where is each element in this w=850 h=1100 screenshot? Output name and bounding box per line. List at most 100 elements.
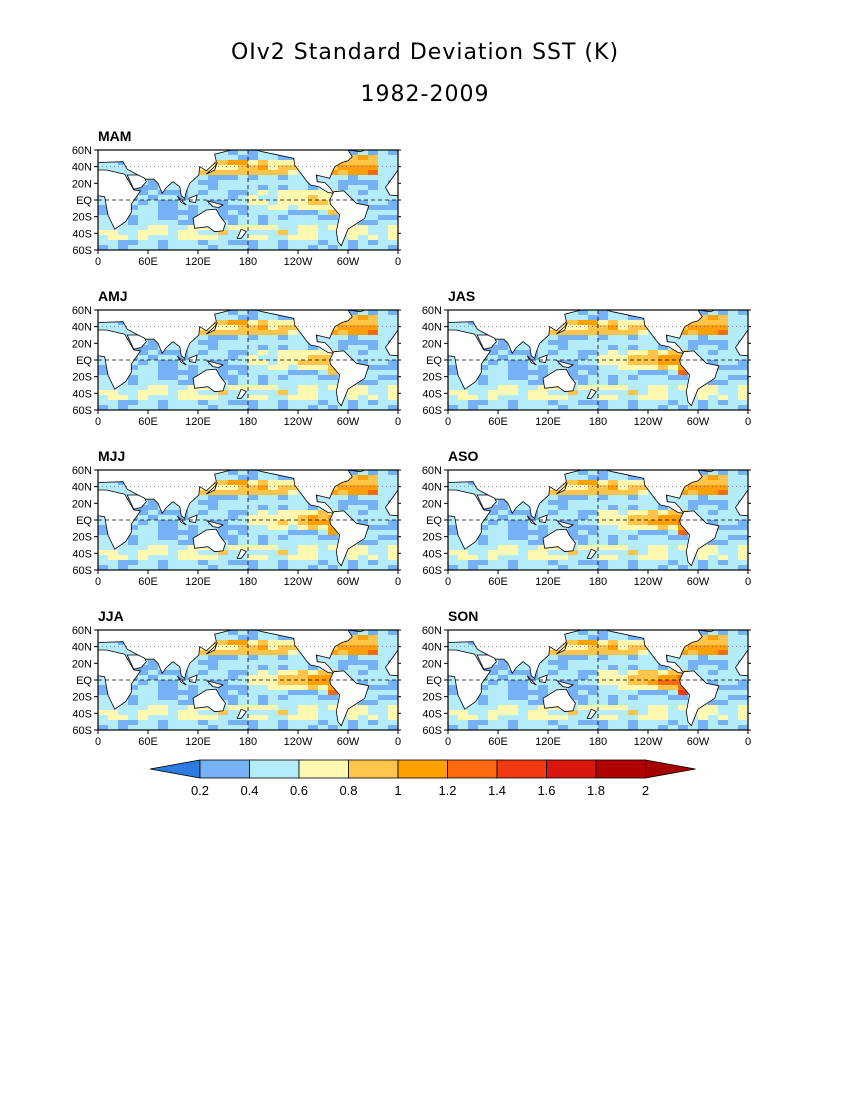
field-cell bbox=[728, 725, 739, 731]
field-cell bbox=[728, 505, 739, 511]
field-cell bbox=[358, 185, 369, 191]
field-cell bbox=[208, 525, 219, 531]
field-cell bbox=[138, 400, 149, 406]
field-cell bbox=[388, 540, 399, 546]
lat-tick-label: 60S bbox=[72, 725, 92, 737]
field-cell bbox=[208, 170, 219, 176]
field-cell bbox=[168, 720, 179, 726]
field-cell bbox=[448, 700, 459, 706]
field-cell bbox=[638, 660, 649, 666]
field-cell bbox=[198, 240, 209, 246]
lon-tick-label: 120W bbox=[284, 416, 313, 428]
field-cell bbox=[218, 720, 229, 726]
field-cell bbox=[118, 385, 129, 391]
field-cell bbox=[148, 525, 159, 531]
field-cell bbox=[468, 720, 479, 726]
field-cell bbox=[358, 155, 369, 161]
field-cell bbox=[378, 535, 389, 541]
field-cell bbox=[388, 240, 399, 246]
field-cell bbox=[368, 170, 379, 176]
landmass bbox=[97, 649, 142, 710]
field-cell bbox=[128, 540, 139, 546]
field-cell bbox=[298, 370, 309, 376]
field-cell bbox=[518, 700, 529, 706]
field-cell bbox=[278, 650, 289, 656]
field-cell bbox=[528, 405, 539, 411]
field-cell bbox=[698, 330, 709, 336]
field-cell bbox=[708, 515, 719, 521]
field-cell bbox=[528, 515, 539, 521]
field-cell bbox=[228, 675, 239, 681]
field-cell bbox=[208, 390, 219, 396]
field-cell bbox=[248, 630, 259, 636]
field-cell bbox=[378, 235, 389, 241]
field-cell bbox=[518, 390, 529, 396]
lon-tick-label: 0 bbox=[445, 416, 451, 428]
field-cell bbox=[288, 345, 299, 351]
field-cell bbox=[588, 555, 599, 561]
field-cell bbox=[528, 695, 539, 701]
field-cell bbox=[638, 540, 649, 546]
field-cell bbox=[308, 350, 319, 356]
field-cell bbox=[168, 500, 179, 506]
field-cell bbox=[268, 395, 279, 401]
field-cell bbox=[218, 565, 229, 571]
field-cell bbox=[248, 490, 259, 496]
field-cell bbox=[248, 505, 259, 511]
field-cell bbox=[718, 690, 729, 696]
field-cell bbox=[168, 520, 179, 526]
field-cell bbox=[228, 200, 239, 206]
field-cell bbox=[348, 710, 359, 716]
field-cell bbox=[358, 490, 369, 496]
field-cell bbox=[608, 720, 619, 726]
field-cell bbox=[318, 240, 329, 246]
field-cell bbox=[688, 650, 699, 656]
field-cell bbox=[148, 540, 159, 546]
field-cell bbox=[218, 215, 229, 221]
field-cell bbox=[288, 695, 299, 701]
field-cell bbox=[588, 485, 599, 491]
field-cell bbox=[308, 725, 319, 731]
field-cell bbox=[308, 210, 319, 216]
field-cell bbox=[268, 175, 279, 181]
landmass bbox=[586, 388, 597, 399]
field-cell bbox=[488, 365, 499, 371]
field-cell bbox=[198, 350, 209, 356]
field-cell bbox=[488, 395, 499, 401]
field-cell bbox=[338, 320, 349, 326]
field-cell bbox=[638, 695, 649, 701]
field-cell bbox=[288, 495, 299, 501]
field-cell bbox=[238, 560, 249, 566]
field-cell bbox=[578, 695, 589, 701]
field-cell bbox=[658, 725, 669, 731]
field-cell bbox=[248, 480, 259, 486]
field-cell bbox=[638, 330, 649, 336]
field-cell bbox=[668, 675, 679, 681]
field-cell bbox=[558, 650, 569, 656]
field-cell bbox=[228, 705, 239, 711]
field-cell bbox=[588, 470, 599, 476]
field-cell bbox=[178, 380, 189, 386]
field-cell bbox=[448, 680, 459, 686]
field-cell bbox=[548, 665, 559, 671]
field-cell bbox=[628, 565, 639, 571]
field-cell bbox=[348, 310, 359, 316]
field-cell bbox=[708, 660, 719, 666]
landmass bbox=[236, 388, 247, 399]
field-cell bbox=[588, 525, 599, 531]
field-cell bbox=[598, 325, 609, 331]
field-cell bbox=[178, 230, 189, 236]
landmass bbox=[176, 355, 187, 366]
field-cell bbox=[568, 355, 579, 361]
field-cell bbox=[578, 565, 589, 571]
field-cell bbox=[658, 515, 669, 521]
field-cell bbox=[718, 385, 729, 391]
field-cell bbox=[598, 400, 609, 406]
field-cell bbox=[678, 370, 689, 376]
field-cell bbox=[138, 700, 149, 706]
field-cell bbox=[378, 405, 389, 411]
field-cell bbox=[358, 345, 369, 351]
field-cell bbox=[708, 700, 719, 706]
field-cell bbox=[578, 395, 589, 401]
field-cell bbox=[358, 510, 369, 516]
